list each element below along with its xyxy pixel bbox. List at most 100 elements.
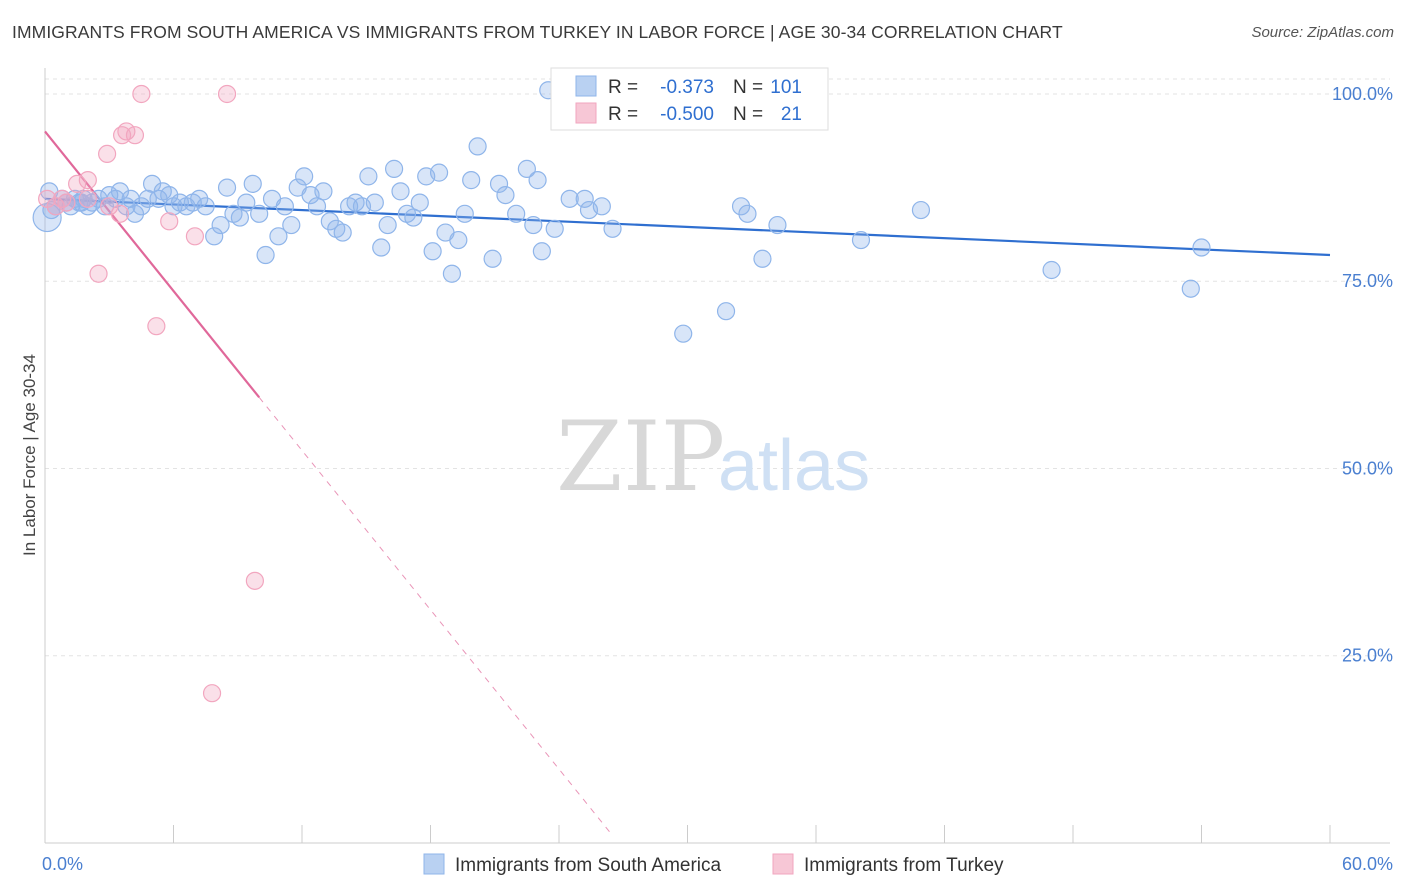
point-0-73: [483, 249, 502, 268]
point-0-92: [768, 215, 787, 235]
point-0-58: [378, 215, 397, 235]
watermark-zip: ZIP: [556, 401, 725, 513]
point-0-60: [391, 182, 410, 201]
point-1-20: [53, 189, 72, 208]
legend-n-label-2: N =: [733, 104, 763, 125]
point-0-55: [359, 167, 378, 186]
point-0-49: [320, 212, 339, 231]
point-0-39: [256, 245, 275, 265]
legend-r-label-2: R =: [608, 104, 638, 125]
point-0-69: [449, 230, 468, 250]
point-0-35: [230, 208, 249, 227]
x-tick-label-0: 0.0%: [42, 854, 83, 874]
point-1-1: [46, 197, 65, 216]
point-0-43: [282, 215, 301, 235]
legend-n-value-1: 101: [770, 77, 802, 98]
point-1-13: [147, 317, 166, 336]
y-tick-label-2: 75.0%: [1342, 271, 1393, 291]
point-0-63: [410, 193, 429, 212]
point-0-70: [455, 204, 474, 223]
point-0-57: [372, 238, 391, 257]
point-0-45: [295, 167, 314, 186]
point-1-18: [245, 571, 264, 590]
point-0-24: [160, 185, 179, 205]
point-0-59: [384, 159, 404, 178]
point-0-36: [237, 193, 256, 212]
point-1-15: [185, 227, 205, 246]
bottom-legend: Immigrants from South America Immigrants…: [423, 853, 1004, 876]
chart-title: IMMIGRANTS FROM SOUTH AMERICA VS IMMIGRA…: [12, 22, 1063, 42]
point-0-95: [1042, 260, 1061, 280]
legend-n-label-1: N =: [733, 77, 763, 98]
point-0-68: [442, 264, 462, 283]
legend-r-value-2: -0.500: [660, 104, 714, 125]
point-0-94: [911, 200, 931, 220]
y-tick-label-3: 100.0%: [1332, 84, 1393, 104]
point-0-83: [575, 189, 594, 208]
point-0-38: [250, 204, 269, 223]
point-0-87: [674, 324, 693, 343]
x-tick-labels: 0.0% 60.0%: [42, 854, 1393, 874]
point-0-90: [738, 204, 757, 223]
point-0-81: [545, 219, 564, 238]
point-0-12: [95, 197, 115, 216]
point-1-4: [78, 189, 97, 208]
point-0-65: [423, 242, 442, 261]
point-1-5: [89, 264, 108, 283]
point-0-77: [517, 159, 536, 178]
point-0-75: [489, 174, 509, 193]
point-0-21: [142, 174, 162, 193]
source-note: Source: ZipAtlas.com: [1251, 24, 1394, 41]
point-0-86: [603, 219, 622, 238]
point-1-14: [160, 212, 179, 231]
point-0-42: [275, 197, 294, 216]
point-0-96: [1181, 279, 1200, 298]
watermark: ZIP atlas: [556, 401, 870, 513]
point-0-41: [269, 227, 288, 246]
bottom-legend-label-turkey: Immigrants from Turkey: [804, 855, 1004, 876]
trend-line-extension-1: [258, 397, 613, 836]
point-0-85: [579, 200, 599, 220]
point-0-19: [132, 197, 151, 216]
y-tick-label-0: 25.0%: [1342, 646, 1393, 666]
legend-swatch-turkey: [575, 102, 597, 124]
point-0-48: [314, 182, 333, 201]
point-0-33: [217, 178, 237, 197]
bottom-legend-swatch-south-america: [423, 853, 445, 875]
legend-box: [550, 67, 829, 131]
grid-lines: [45, 78, 1390, 657]
point-0-66: [429, 163, 449, 182]
point-0-62: [404, 208, 423, 227]
x-tick-label-1: 60.0%: [1342, 854, 1393, 874]
point-0-74: [496, 185, 515, 205]
point-0-97: [1192, 238, 1211, 257]
point-1-12: [132, 84, 151, 104]
point-0-80: [532, 242, 551, 261]
point-1-11: [125, 126, 145, 145]
point-0-29: [190, 189, 209, 208]
watermark-atlas: atlas: [718, 426, 870, 506]
point-1-16: [217, 84, 237, 104]
point-0-31: [205, 227, 224, 246]
point-1-19: [78, 171, 97, 190]
bottom-legend-swatch-turkey: [772, 853, 794, 875]
trend-line-0: [44, 197, 1331, 257]
point-0-89: [731, 197, 751, 216]
point-0-71: [462, 171, 481, 190]
point-0-15: [110, 182, 130, 201]
point-0-18: [125, 204, 145, 223]
point-0-79: [528, 171, 547, 190]
legend: R = -0.373 N = 101 R = -0.500 N = 21: [550, 67, 829, 131]
point-0-47: [307, 197, 327, 216]
point-0-30: [196, 197, 215, 216]
y-tick-labels: 25.0% 50.0% 75.0% 100.0%: [1332, 84, 1393, 666]
point-0-20: [138, 189, 157, 208]
point-1-17: [202, 684, 222, 703]
point-0-93: [851, 230, 871, 250]
trend-line-1: [44, 130, 261, 399]
y-tick-label-1: 50.0%: [1342, 458, 1393, 478]
point-1-6: [100, 197, 119, 216]
point-1-3: [68, 174, 87, 193]
point-0-91: [753, 249, 772, 268]
